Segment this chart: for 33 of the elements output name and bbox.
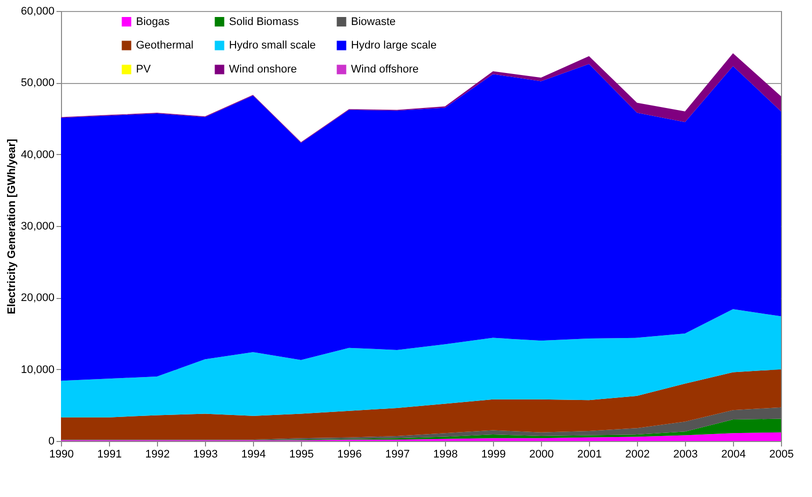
legend-label: Wind offshore: [351, 64, 419, 76]
x-tick-label: 2004: [721, 448, 746, 460]
x-tick-label: 1996: [337, 448, 362, 460]
y-tick-label: 30,000: [20, 220, 54, 232]
legend-label: Biogas: [136, 16, 170, 28]
legend-label: Geothermal: [136, 40, 194, 52]
x-tick-label: 2001: [577, 448, 602, 460]
legend-label: PV: [136, 64, 152, 76]
x-tick-label: 1991: [97, 448, 122, 460]
x-tick-label: 1999: [481, 448, 506, 460]
y-tick-label: 50,000: [20, 77, 54, 90]
y-tick-label: 0: [48, 436, 54, 448]
y-tick-label: 40,000: [20, 148, 54, 161]
legend-label: Biowaste: [351, 16, 396, 28]
x-tick-label: 1994: [241, 448, 266, 460]
y-axis-title: Electricity Generation [GWh/year]: [6, 138, 18, 314]
legend-label: Solid Biomass: [229, 16, 300, 28]
x-tick-label: 2003: [673, 448, 698, 460]
x-tick-label: 1997: [385, 448, 410, 460]
legend-label: Hydro large scale: [351, 40, 437, 52]
x-tick-label: 1998: [433, 448, 458, 460]
y-tick-label: 60,000: [20, 6, 54, 18]
x-tick-label: 1995: [289, 448, 314, 460]
x-tick-label: 1993: [193, 448, 218, 460]
x-tick-label: 1992: [145, 448, 170, 460]
x-tick-label: 2000: [529, 448, 554, 460]
y-tick-label: 10,000: [20, 364, 54, 376]
x-tick-label: 2002: [625, 448, 650, 460]
x-tick-label: 2005: [769, 448, 794, 460]
legend-label: Wind onshore: [229, 64, 297, 76]
x-tick-label: 1990: [49, 448, 74, 460]
legend-label: Hydro small scale: [229, 40, 316, 52]
y-tick-label: 20,000: [20, 292, 54, 304]
